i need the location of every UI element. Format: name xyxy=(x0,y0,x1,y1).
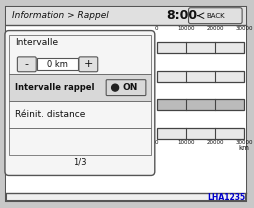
Bar xyxy=(9,35,151,74)
Bar xyxy=(6,7,246,25)
Bar xyxy=(37,58,78,70)
Text: LHA1235: LHA1235 xyxy=(207,193,245,202)
Text: Intervalle: Intervalle xyxy=(15,38,58,47)
Bar xyxy=(157,128,244,139)
Text: Réinit. distance: Réinit. distance xyxy=(15,110,85,119)
Text: -: - xyxy=(25,59,29,69)
Bar xyxy=(157,99,244,110)
Bar xyxy=(9,74,151,101)
FancyBboxPatch shape xyxy=(188,8,242,24)
Bar xyxy=(9,128,151,155)
Text: 1/3: 1/3 xyxy=(73,157,87,166)
FancyBboxPatch shape xyxy=(17,57,36,72)
Text: 8:00: 8:00 xyxy=(167,9,198,22)
Bar xyxy=(6,25,246,193)
FancyBboxPatch shape xyxy=(79,57,98,72)
Bar xyxy=(157,71,244,82)
Text: +: + xyxy=(84,59,93,69)
Text: 20000: 20000 xyxy=(206,26,224,31)
FancyBboxPatch shape xyxy=(5,31,155,175)
Text: 10000: 10000 xyxy=(177,26,195,31)
Bar xyxy=(9,101,151,128)
Text: 20000: 20000 xyxy=(206,140,224,145)
Circle shape xyxy=(112,84,119,91)
Text: BACK: BACK xyxy=(207,13,225,19)
Text: 0: 0 xyxy=(155,140,158,145)
Text: Intervalle rappel: Intervalle rappel xyxy=(15,83,94,92)
Text: 0: 0 xyxy=(155,26,158,31)
Text: Information > Rappel: Information > Rappel xyxy=(12,11,109,20)
Text: km: km xyxy=(239,145,249,151)
Text: 10000: 10000 xyxy=(177,140,195,145)
Bar xyxy=(157,42,244,53)
Text: 0 km: 0 km xyxy=(47,60,68,69)
Text: 30000: 30000 xyxy=(235,26,253,31)
Text: 30000: 30000 xyxy=(235,140,253,145)
FancyBboxPatch shape xyxy=(106,80,146,95)
Text: ON: ON xyxy=(122,83,138,92)
